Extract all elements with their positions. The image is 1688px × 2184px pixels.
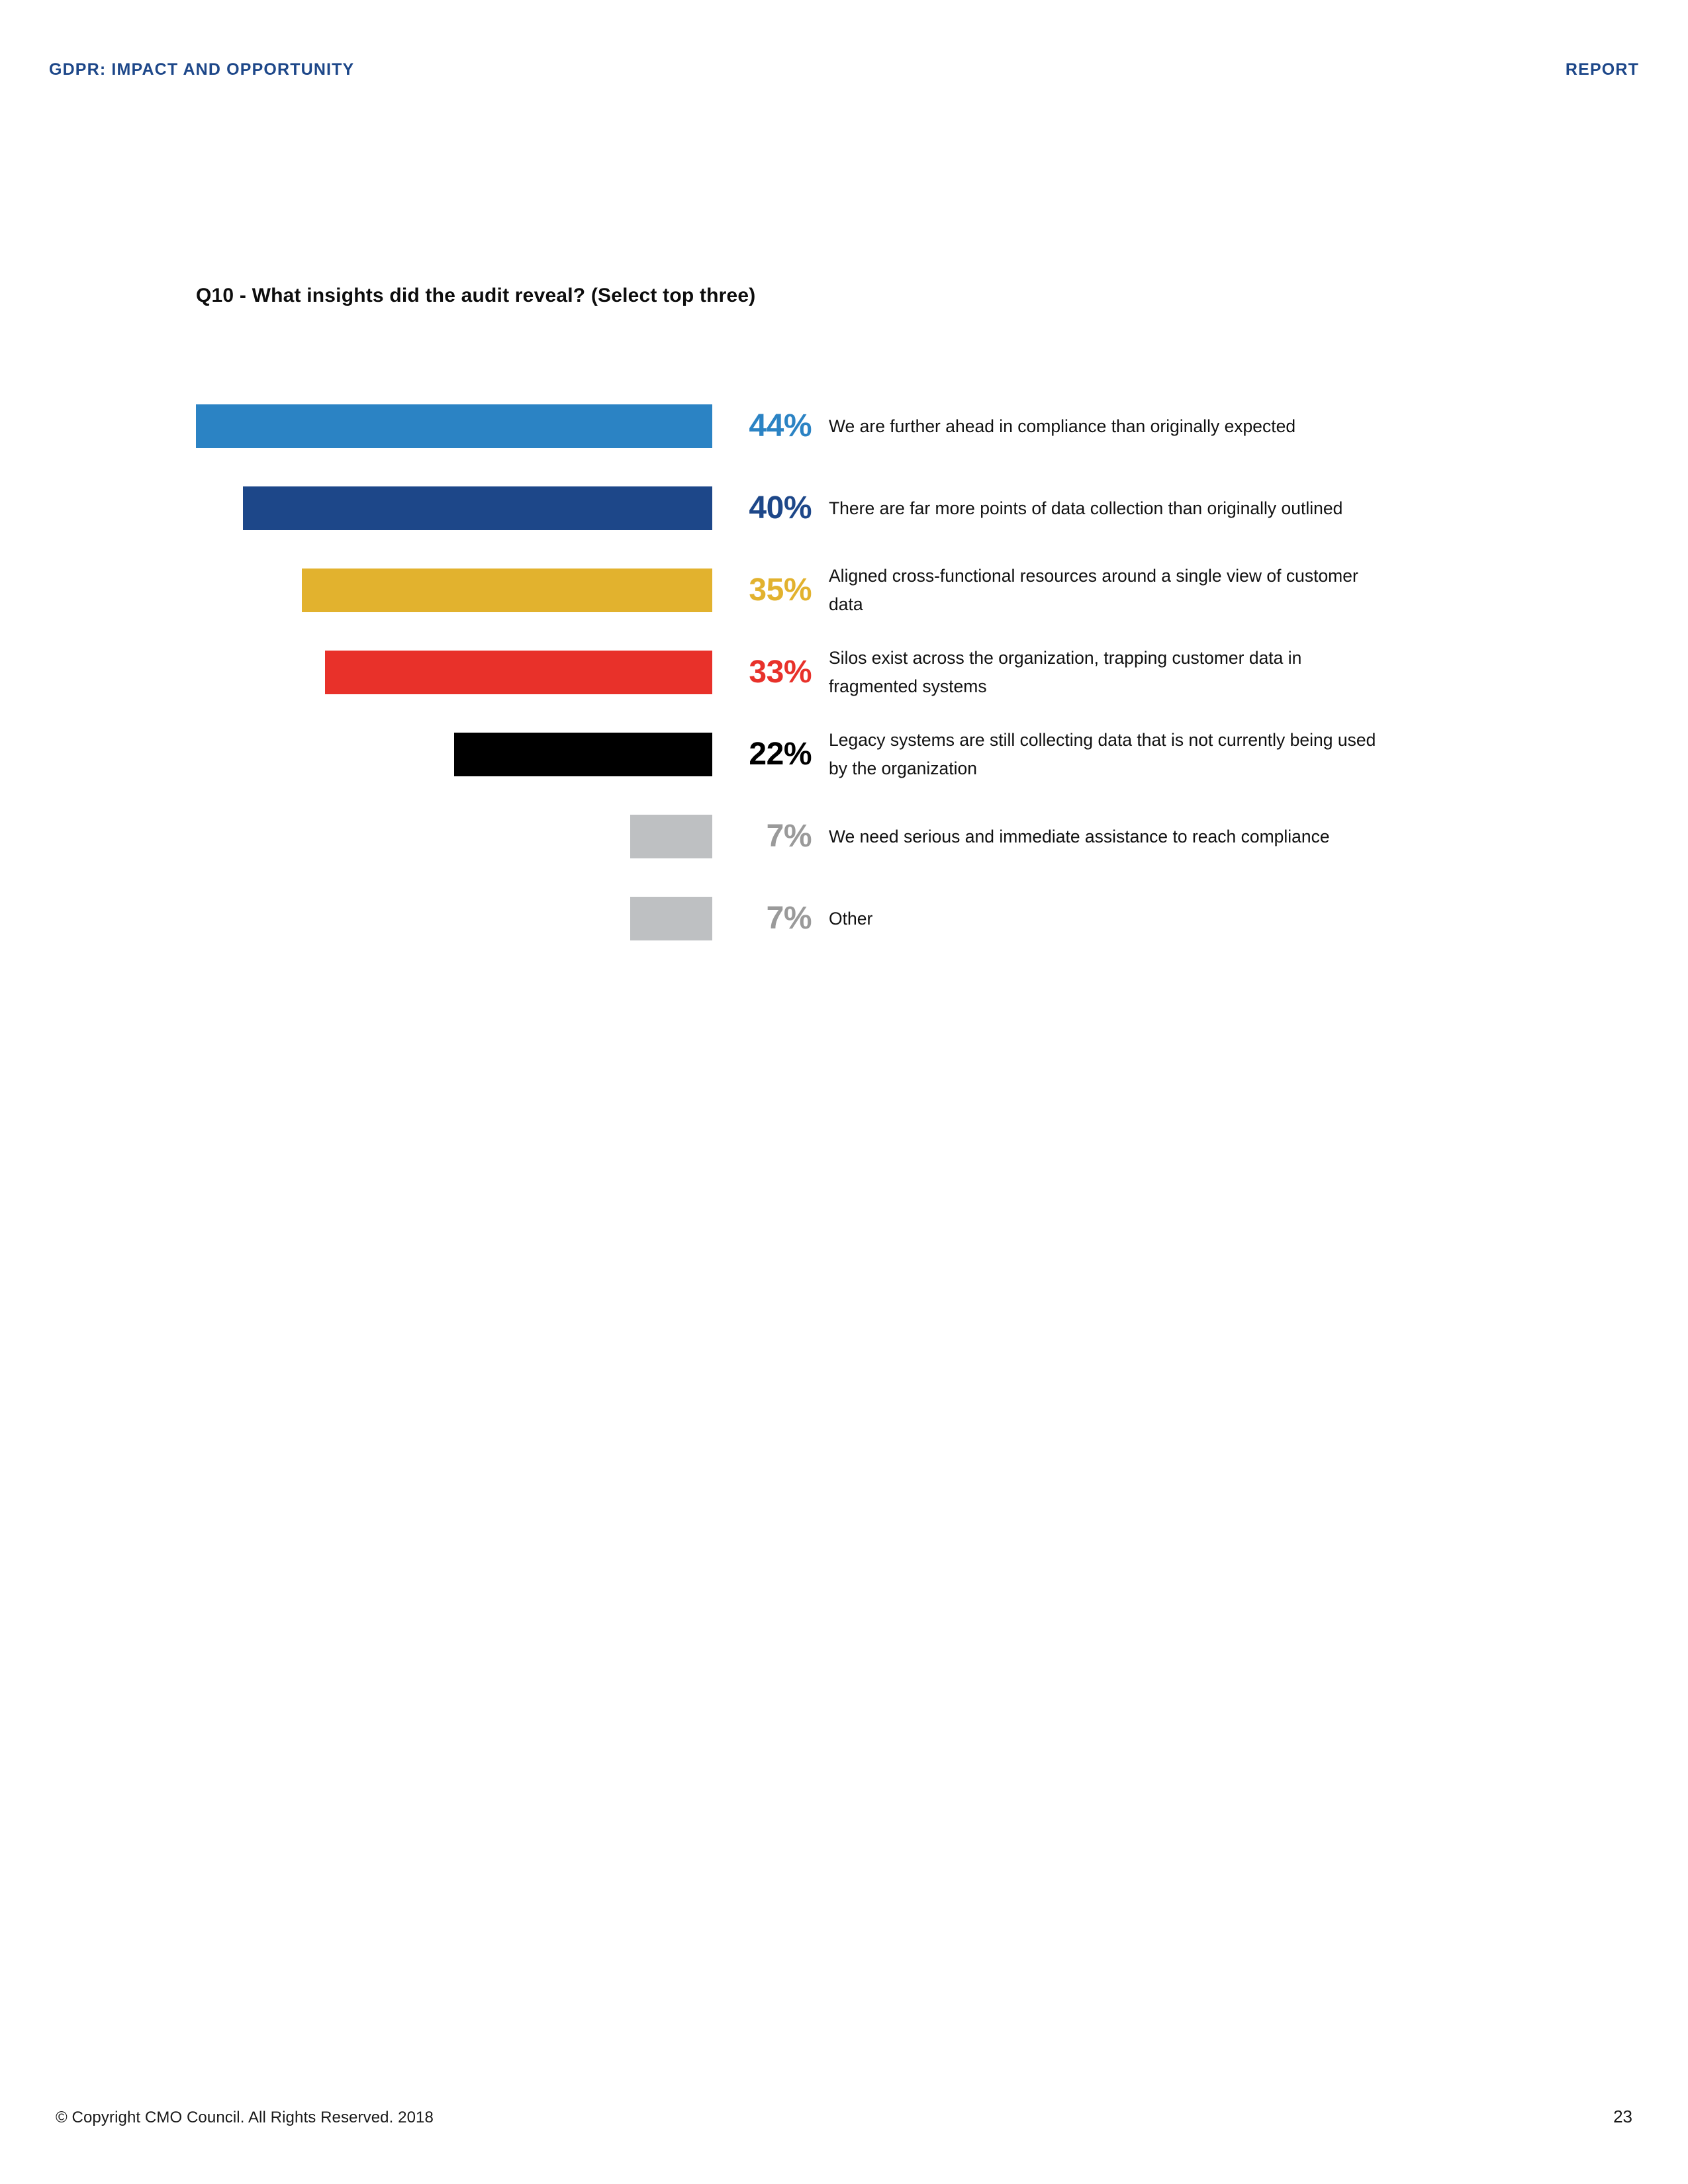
page-number: 23 <box>1613 2107 1632 2126</box>
bar <box>242 486 712 530</box>
bar-value-label: 22% <box>749 737 812 772</box>
bar-category-label: Legacy systems are still collecting data… <box>829 730 1376 778</box>
bar <box>301 569 712 612</box>
bar-chart-row: 33% Silos exist across the organization, … <box>196 631 1454 713</box>
bar-track <box>196 713 712 796</box>
bar-category-label: Aligned cross-functional resources aroun… <box>829 566 1358 614</box>
page-footer: © Copyright CMO Council. All Rights Rese… <box>56 2107 1632 2127</box>
bar-track <box>196 385 712 467</box>
bar-track <box>196 467 712 549</box>
bar-value-label: 35% <box>749 572 812 608</box>
bar-category-label: Silos exist across the organization, tra… <box>829 648 1302 696</box>
bar-track <box>196 796 712 878</box>
bar-value-label: 44% <box>749 408 812 443</box>
running-header: GDPR: IMPACT AND OPPORTUNITY REPORT <box>49 58 1639 81</box>
bar-chart: 44% We are further ahead in compliance th… <box>196 385 1454 960</box>
bar-chart-row: 22% Legacy systems are still collecting d… <box>196 713 1454 796</box>
bar-track <box>196 631 712 713</box>
bar-category-label: We are further ahead in compliance than … <box>829 416 1296 436</box>
chart-block: Q10 - What insights did the audit reveal… <box>196 285 1454 960</box>
bar-category-label: There are far more points of data collec… <box>829 498 1343 518</box>
report-section-title: GDPR: IMPACT AND OPPORTUNITY <box>49 60 355 79</box>
bar-value-label: 7% <box>766 901 812 936</box>
bar-value-label: 40% <box>749 490 812 525</box>
bar-chart-row: 35% Aligned cross-functional resources ar… <box>196 549 1454 631</box>
bar-chart-row: 40% There are far more points of data col… <box>196 467 1454 549</box>
bar-category-label: We need serious and immediate assistance… <box>829 826 1330 846</box>
chart-title: Q10 - What insights did the audit reveal… <box>196 285 756 306</box>
bar-category-label: Other <box>829 908 873 929</box>
bar-track <box>196 549 712 631</box>
bar-value-label: 33% <box>749 655 812 690</box>
bar-chart-row: 44% We are further ahead in compliance th… <box>196 385 1454 467</box>
report-type-label: REPORT <box>1565 60 1639 79</box>
copyright-notice: © Copyright CMO Council. All Rights Rese… <box>56 2109 434 2126</box>
bar <box>196 404 712 448</box>
bar-chart-row: 7% We need serious and immediate assistan… <box>196 796 1454 878</box>
bar-value-label: 7% <box>766 819 812 854</box>
bar-track <box>196 878 712 960</box>
bar-chart-row: 7% Other <box>196 878 1454 960</box>
bar <box>630 815 712 858</box>
bar <box>630 897 712 940</box>
bar <box>454 733 712 776</box>
bar <box>325 651 712 694</box>
